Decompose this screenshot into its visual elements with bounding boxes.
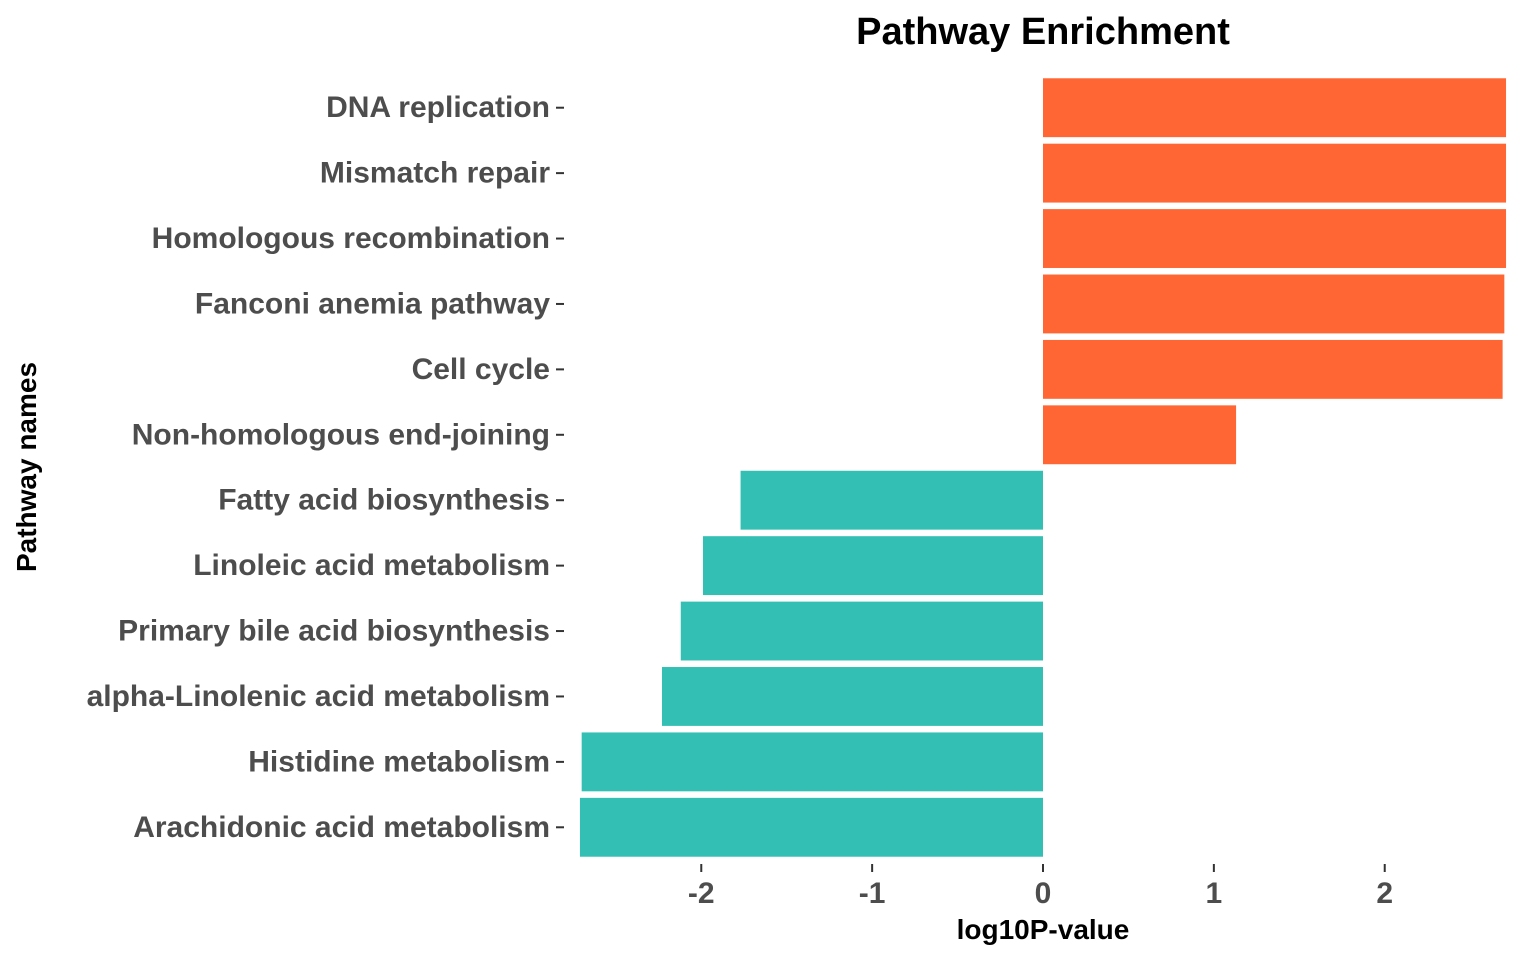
bar-alpha-linolenic-acid-metabolism xyxy=(661,667,1043,726)
bar-primary-bile-acid-biosynthesis xyxy=(680,601,1043,661)
y-axis-title: Pathway names xyxy=(11,362,42,572)
category-label-linoleic-acid-metabolism: Linoleic acid metabolism xyxy=(193,549,550,582)
category-label-fatty-acid-biosynthesis: Fatty acid biosynthesis xyxy=(218,484,550,517)
category-labels: DNA replication Mismatch repair Homologous… xyxy=(87,91,564,844)
category-label-fanconi-anemia-pathway: Fanconi anemia pathway xyxy=(195,287,550,320)
x-tick-label: 0 xyxy=(1035,877,1052,910)
chart-title: Pathway Enrichment xyxy=(856,11,1230,53)
category-label-alpha-linolenic-acid-metabolism: alpha-Linolenic acid metabolism xyxy=(87,680,550,713)
category-label-dna-replication: DNA replication xyxy=(326,91,550,124)
bar-histidine-metabolism xyxy=(581,732,1043,792)
x-tick-label: -2 xyxy=(688,877,715,910)
category-label-non-homologous-end-joining: Non-homologous end-joining xyxy=(132,418,550,451)
bar-non-homologous-end-joining xyxy=(1043,405,1237,465)
category-label-histidine-metabolism: Histidine metabolism xyxy=(248,745,550,778)
category-label-mismatch-repair: Mismatch repair xyxy=(320,157,550,190)
category-label-homologous-recombination: Homologous recombination xyxy=(152,222,550,255)
bar-homologous-recombination xyxy=(1043,209,1507,268)
x-tick-label: -1 xyxy=(859,877,886,910)
bar-fanconi-anemia-pathway xyxy=(1043,274,1505,334)
bar-mismatch-repair xyxy=(1043,143,1507,203)
category-label-cell-cycle: Cell cycle xyxy=(412,353,550,386)
bars-group xyxy=(579,78,1507,857)
x-axis: -2 -1 0 1 2 xyxy=(688,864,1393,910)
x-axis-title: log10P-value xyxy=(957,914,1130,945)
x-tick-label: 1 xyxy=(1206,877,1223,910)
bar-fatty-acid-biosynthesis xyxy=(740,470,1043,530)
x-tick-label: 2 xyxy=(1376,877,1393,910)
bar-cell-cycle xyxy=(1043,339,1503,399)
bar-linoleic-acid-metabolism xyxy=(702,536,1043,596)
bar-arachidonic-acid-metabolism xyxy=(579,797,1043,857)
category-label-arachidonic-acid-metabolism: Arachidonic acid metabolism xyxy=(133,811,550,844)
bar-dna-replication xyxy=(1043,78,1507,138)
category-label-primary-bile-acid-biosynthesis: Primary bile acid biosynthesis xyxy=(118,615,550,648)
